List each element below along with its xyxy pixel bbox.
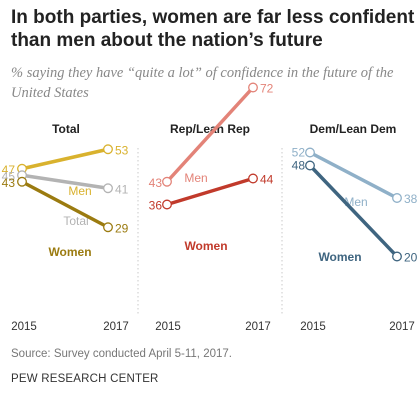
data-point-total-women-2017 bbox=[103, 222, 113, 233]
series-line-dem-lean-dem-women bbox=[308, 163, 399, 259]
data-label-dem-lean-dem-women-2017: 20 bbox=[404, 251, 418, 265]
data-point-dem-lean-dem-men-2017 bbox=[392, 193, 402, 203]
data-point-rep-lean-rep-men-2015 bbox=[162, 176, 172, 187]
x-tick-total-2015: 2015 bbox=[11, 321, 37, 333]
data-point-rep-lean-rep-men-2017 bbox=[248, 82, 258, 93]
series-line-total-women bbox=[20, 180, 110, 229]
data-point-total-men-2017 bbox=[103, 144, 113, 155]
series-label-total-men: Men bbox=[68, 184, 91, 198]
chart-title: In both parties, women are far less conf… bbox=[11, 7, 415, 51]
data-point-dem-lean-dem-women-2015 bbox=[305, 160, 315, 171]
data-label-total-total-2015: 45 bbox=[2, 169, 16, 183]
data-point-rep-lean-rep-women-2015 bbox=[162, 199, 172, 210]
data-label-rep-lean-rep-men-2017: 72 bbox=[260, 82, 274, 96]
series-line-rep-lean-rep-men bbox=[165, 85, 255, 184]
series-line-total-men bbox=[20, 147, 110, 171]
data-label-total-women-2015: 43 bbox=[2, 176, 16, 190]
data-label-dem-lean-dem-men-2017: 38 bbox=[404, 192, 418, 206]
x-tick-dem-lean-dem-2015: 2015 bbox=[300, 321, 326, 333]
data-label-dem-lean-dem-men-2015: 52 bbox=[292, 146, 306, 160]
chart-subtitle: % saying they have “quite a lot” of conf… bbox=[11, 65, 394, 101]
data-label-rep-lean-rep-women-2017: 44 bbox=[260, 173, 274, 187]
series-label-total-total: Total bbox=[63, 214, 88, 228]
data-label-rep-lean-rep-men-2015: 43 bbox=[149, 176, 163, 190]
data-point-total-total-2017 bbox=[103, 183, 113, 194]
series-label-total-women: Women bbox=[48, 245, 91, 259]
data-label-total-men-2017: 53 bbox=[115, 143, 129, 157]
data-label-dem-lean-dem-women-2015: 48 bbox=[292, 159, 306, 173]
series-label-rep-lean-rep-men: Men bbox=[184, 171, 207, 185]
x-tick-dem-lean-dem-2017: 2017 bbox=[389, 321, 415, 333]
data-label-total-total-2017: 41 bbox=[115, 182, 129, 196]
panel-title-dem-lean-dem: Dem/Lean Dem bbox=[310, 122, 397, 136]
source-note: Source: Survey conducted April 5-11, 201… bbox=[11, 348, 232, 360]
x-tick-rep-lean-rep-2015: 2015 bbox=[155, 321, 181, 333]
series-label-rep-lean-rep-women: Women bbox=[184, 239, 227, 253]
data-point-rep-lean-rep-women-2017 bbox=[248, 173, 258, 184]
data-label-total-women-2017: 29 bbox=[115, 221, 129, 235]
series-label-dem-lean-dem-women: Women bbox=[318, 250, 361, 264]
series-line-dem-lean-dem-men bbox=[308, 150, 399, 200]
data-point-total-women-2015 bbox=[17, 176, 27, 187]
panel-title-total: Total bbox=[52, 122, 80, 136]
data-point-dem-lean-dem-women-2017 bbox=[392, 251, 402, 262]
series-line-total-total bbox=[20, 173, 110, 190]
series-line-rep-lean-rep-women bbox=[165, 176, 255, 207]
data-label-total-men-2015: 47 bbox=[2, 163, 16, 177]
data-label-rep-lean-rep-women-2015: 36 bbox=[149, 199, 163, 213]
data-point-dem-lean-dem-men-2015 bbox=[305, 147, 315, 158]
organization-label: PEW RESEARCH CENTER bbox=[11, 373, 159, 385]
x-tick-rep-lean-rep-2017: 2017 bbox=[245, 321, 271, 333]
panel-title-rep-lean-rep: Rep/Lean Rep bbox=[170, 122, 250, 136]
x-tick-total-2017: 2017 bbox=[103, 321, 129, 333]
